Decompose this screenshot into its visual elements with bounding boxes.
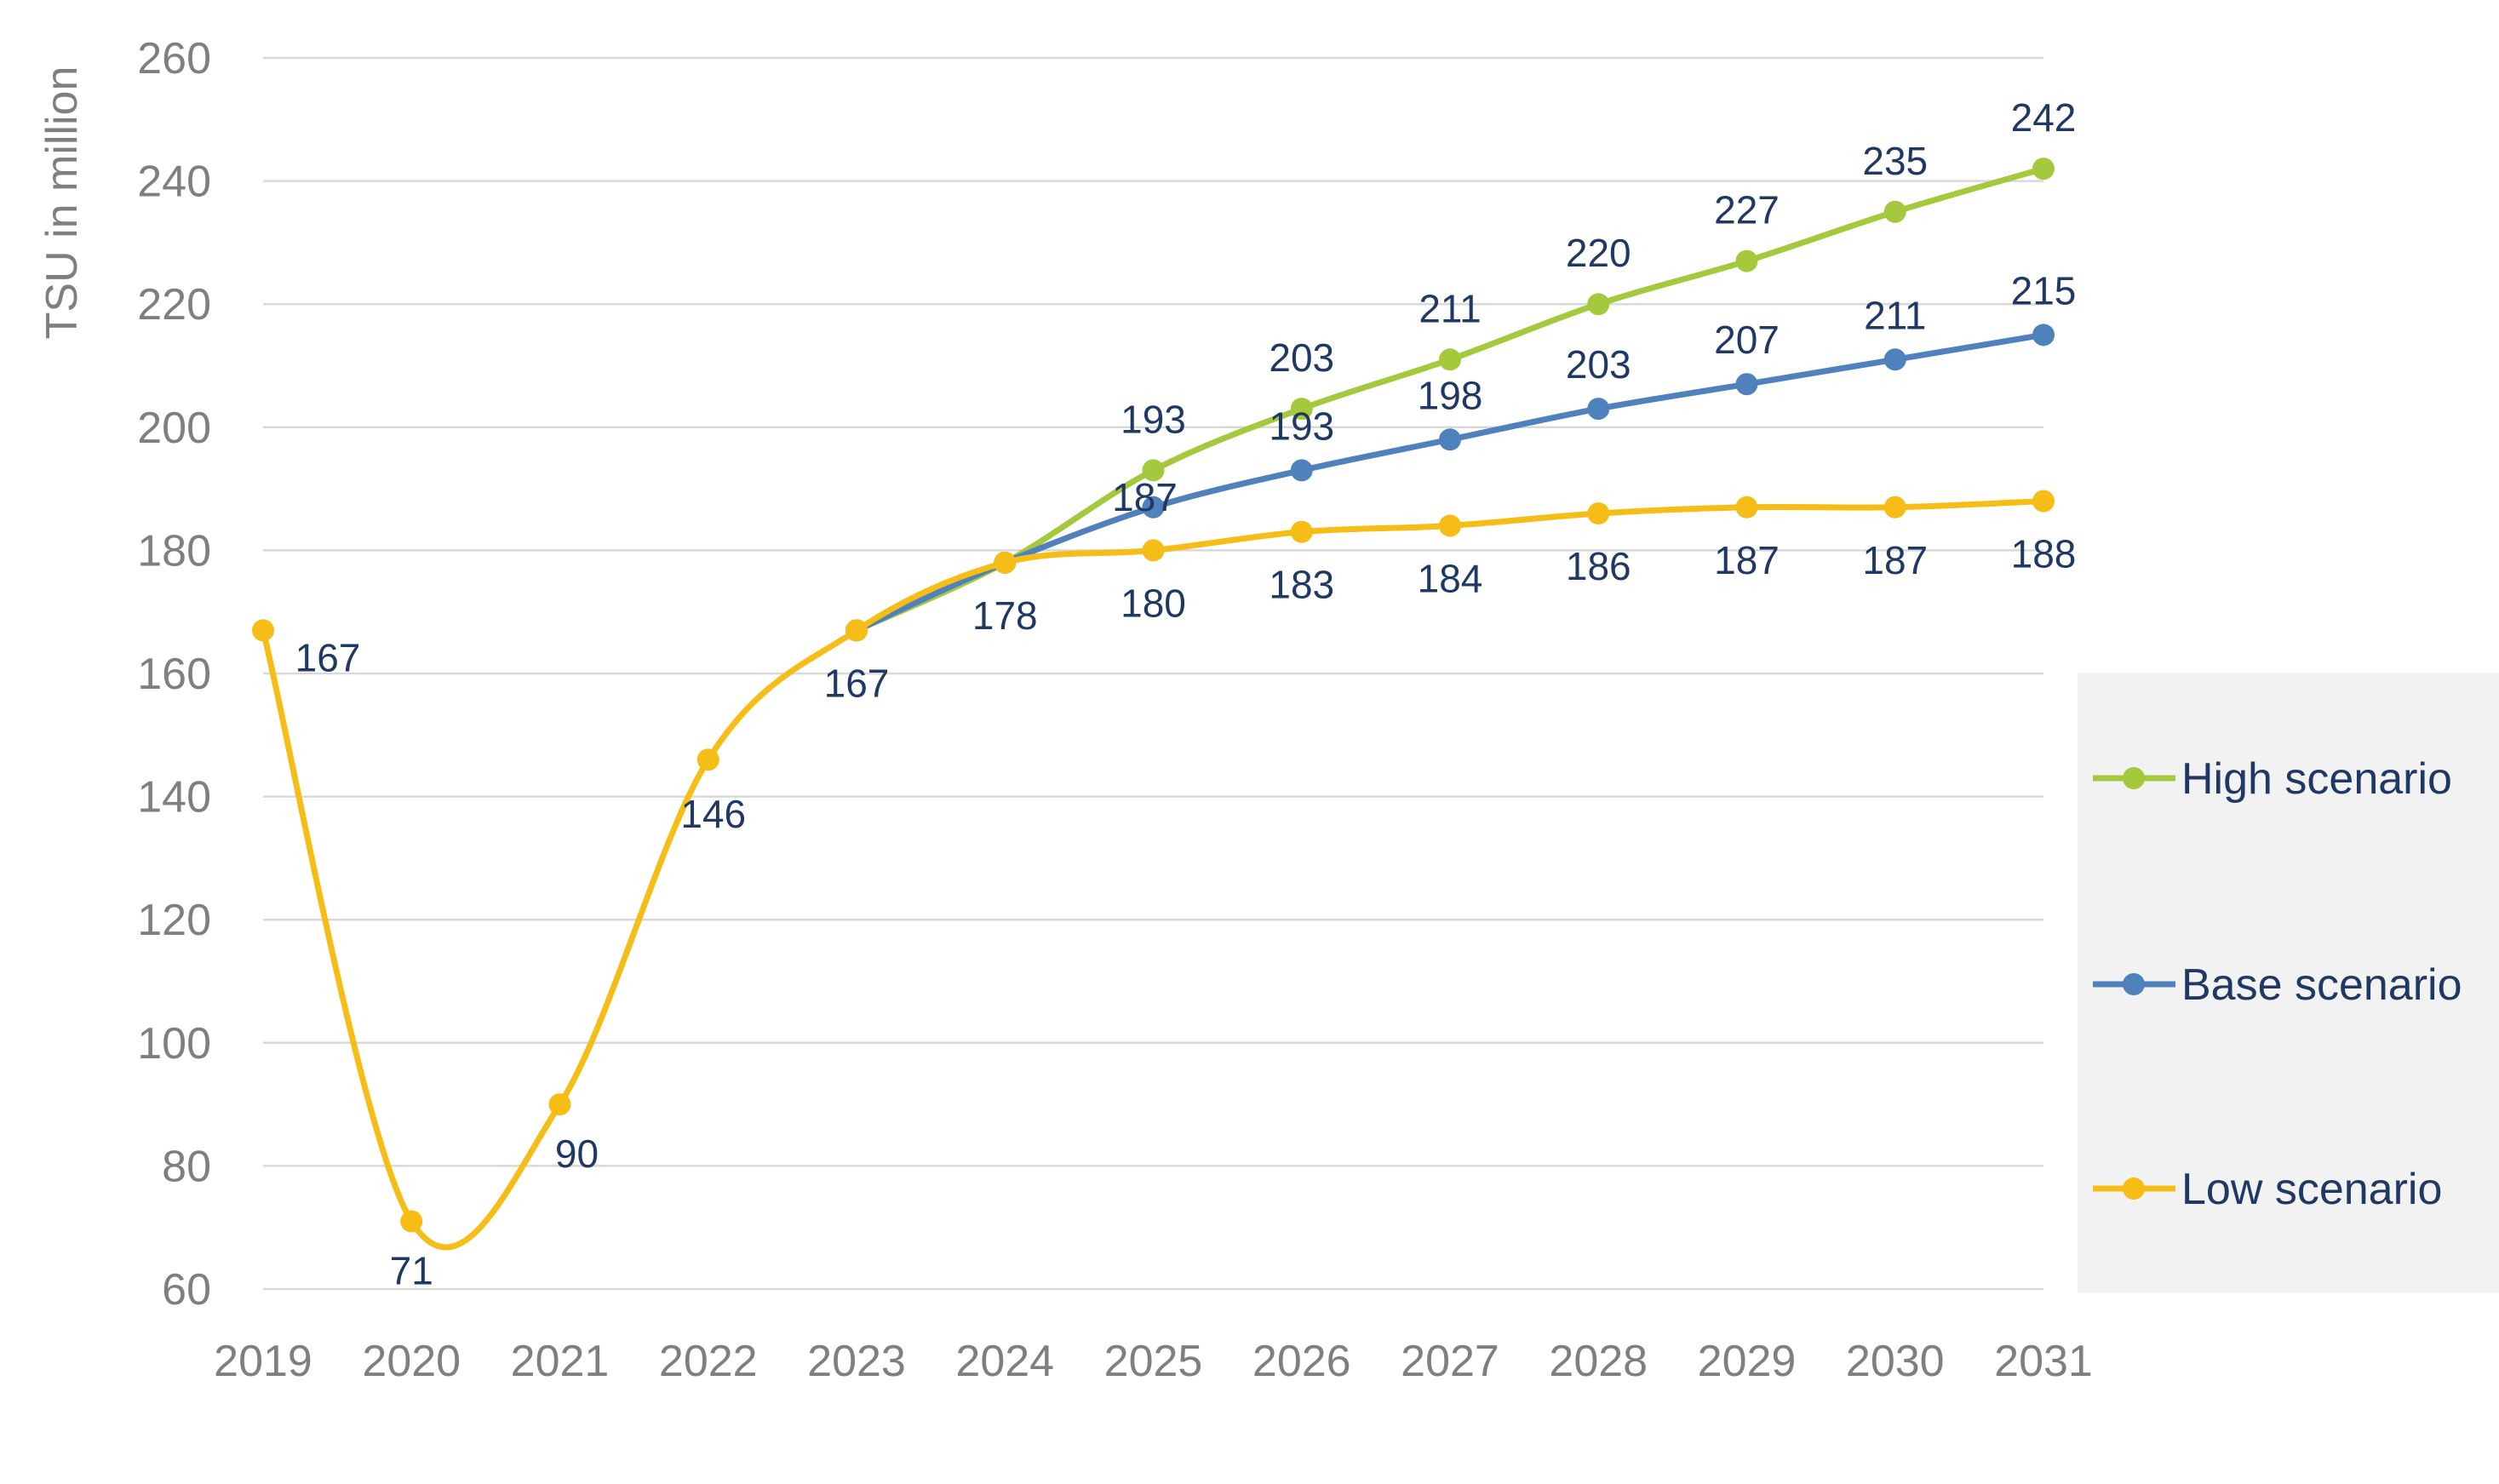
- y-tick-label: 260: [137, 34, 211, 83]
- data-label: 90: [555, 1132, 599, 1176]
- data-point: [1587, 293, 1610, 316]
- x-tick-label: 2022: [659, 1337, 758, 1386]
- data-label: 186: [1566, 544, 1631, 588]
- legend-marker: [2123, 973, 2145, 995]
- data-point: [2032, 324, 2055, 347]
- legend-marker: [2123, 1177, 2145, 1200]
- legend-label: Base scenario: [2181, 960, 2462, 1010]
- data-label: 211: [1864, 293, 1926, 337]
- y-tick-label: 240: [137, 158, 211, 207]
- legend: High scenario Base scenario Low scenario: [2078, 673, 2499, 1292]
- x-tick-label: 2021: [511, 1337, 610, 1386]
- data-label: 178: [972, 593, 1038, 638]
- x-tick-label: 2028: [1549, 1337, 1648, 1386]
- data-point: [1439, 428, 1461, 451]
- data-point: [2032, 158, 2055, 180]
- data-point: [252, 619, 274, 642]
- y-axis-title: TSU in million: [37, 66, 87, 340]
- data-label: 71: [390, 1248, 433, 1292]
- legend-marker: [2123, 767, 2145, 789]
- data-label: 180: [1121, 581, 1186, 625]
- series-lines: [252, 158, 2055, 1251]
- y-tick-label: 80: [162, 1142, 211, 1191]
- legend-label: Low scenario: [2181, 1165, 2442, 1214]
- y-tick-label: 180: [137, 526, 211, 576]
- y-tick-label: 140: [137, 773, 211, 822]
- data-label: 167: [824, 661, 890, 705]
- data-point: [548, 1093, 571, 1116]
- x-tick-label: 2030: [1846, 1337, 1945, 1386]
- data-point: [696, 748, 719, 771]
- data-point: [845, 619, 868, 642]
- x-tick-label: 2029: [1698, 1337, 1797, 1386]
- data-point: [1439, 348, 1461, 371]
- y-tick-label: 200: [137, 404, 211, 453]
- x-tick-label: 2025: [1104, 1337, 1203, 1386]
- data-point: [1587, 398, 1610, 421]
- data-label: 146: [680, 792, 746, 836]
- y-axis-ticks: 60 80 100 120 140 160 180 200 220 240 260: [137, 34, 211, 1315]
- data-point: [1142, 459, 1165, 482]
- data-point: [1142, 539, 1165, 562]
- x-tick-label: 2023: [807, 1337, 906, 1386]
- x-tick-label: 2027: [1401, 1337, 1499, 1386]
- x-tick-label: 2020: [362, 1337, 461, 1386]
- x-tick-label: 2024: [955, 1337, 1054, 1386]
- data-point: [1290, 459, 1313, 482]
- data-label: 242: [2011, 95, 2077, 140]
- data-label: 167: [295, 635, 361, 679]
- data-label: 187: [1112, 475, 1178, 519]
- data-label: 203: [1269, 335, 1334, 380]
- data-label: 211: [1419, 286, 1481, 330]
- data-point: [1735, 373, 1758, 396]
- data-point: [400, 1210, 423, 1233]
- x-tick-label: 2019: [214, 1337, 312, 1386]
- data-point: [1735, 496, 1758, 519]
- data-label: 198: [1418, 373, 1483, 417]
- data-label: 220: [1566, 231, 1631, 275]
- y-tick-label: 100: [137, 1019, 211, 1069]
- y-tick-label: 160: [137, 650, 211, 699]
- x-tick-label: 2031: [1994, 1337, 2093, 1386]
- gridlines: [263, 56, 2043, 1291]
- x-axis-ticks: 2019 2020 2021 2022 2023 2024 2025 2026 2027 2028…: [214, 1337, 2093, 1386]
- y-tick-label: 120: [137, 896, 211, 945]
- data-labels: 193 203 211 220 227 235 242 187 193 198 203 207 211 2…: [295, 95, 2077, 1292]
- data-label: 193: [1269, 404, 1334, 448]
- series-low-scenario: [252, 490, 2055, 1251]
- data-point: [1439, 514, 1461, 537]
- legend-item: Low scenario: [2093, 1165, 2442, 1214]
- data-label: 227: [1714, 188, 1780, 232]
- data-label: 184: [1418, 556, 1483, 600]
- data-label: 235: [1862, 139, 1928, 183]
- data-label: 187: [1714, 538, 1780, 582]
- data-label: 183: [1269, 563, 1334, 607]
- data-point: [1883, 348, 1906, 371]
- y-tick-label: 60: [162, 1265, 211, 1315]
- y-tick-label: 220: [137, 280, 211, 329]
- data-point: [1883, 496, 1906, 519]
- data-point: [1883, 200, 1906, 223]
- data-point: [1290, 520, 1313, 543]
- data-label: 203: [1566, 342, 1631, 387]
- data-point: [1290, 398, 1313, 421]
- data-point: [994, 551, 1017, 574]
- data-point: [1735, 249, 1758, 272]
- data-label: 215: [2011, 268, 2077, 312]
- data-point: [1587, 502, 1610, 525]
- legend-label: High scenario: [2181, 754, 2452, 804]
- data-label: 188: [2011, 532, 2077, 576]
- data-point: [2032, 490, 2055, 513]
- data-point: [1142, 496, 1165, 519]
- data-label: 207: [1714, 318, 1780, 362]
- x-tick-label: 2026: [1252, 1337, 1351, 1386]
- legend-item: High scenario: [2093, 754, 2452, 804]
- data-label: 187: [1862, 538, 1928, 582]
- legend-item: Base scenario: [2093, 960, 2462, 1010]
- data-label: 193: [1121, 397, 1186, 441]
